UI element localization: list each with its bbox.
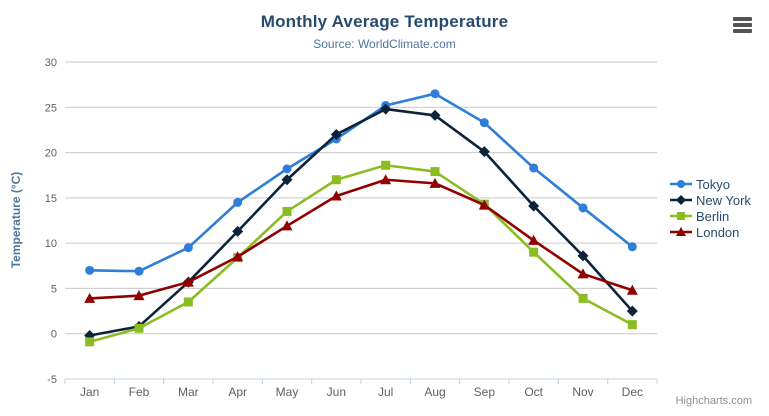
legend-item-berlin[interactable]: Berlin xyxy=(670,208,751,224)
legend-item-tokyo[interactable]: Tokyo xyxy=(670,176,751,192)
hamburger-icon xyxy=(733,17,752,33)
data-point-marker[interactable] xyxy=(233,197,243,207)
data-point-marker[interactable] xyxy=(380,103,392,115)
data-point-marker[interactable] xyxy=(85,337,95,347)
highcharts-credits[interactable]: Highcharts.com xyxy=(675,395,752,407)
data-point-marker[interactable] xyxy=(232,225,244,237)
data-point-marker[interactable] xyxy=(529,247,539,257)
data-point-marker[interactable] xyxy=(578,293,588,303)
data-point-marker[interactable] xyxy=(577,250,589,262)
data-point-marker[interactable] xyxy=(380,174,392,185)
data-point-marker[interactable] xyxy=(677,180,685,188)
data-point-marker[interactable] xyxy=(578,203,588,213)
data-point-marker[interactable] xyxy=(430,167,440,177)
data-point-marker[interactable] xyxy=(84,292,96,303)
data-point-marker[interactable] xyxy=(528,234,540,245)
data-point-marker[interactable] xyxy=(381,160,391,170)
data-point-marker[interactable] xyxy=(282,164,292,174)
data-point-marker[interactable] xyxy=(183,243,193,253)
legend-item-london[interactable]: London xyxy=(670,224,751,240)
data-point-marker[interactable] xyxy=(182,276,194,287)
data-point-marker[interactable] xyxy=(330,128,342,140)
data-point-marker[interactable] xyxy=(479,118,489,128)
x-tick-label: Dec xyxy=(622,385,643,399)
data-point-marker[interactable] xyxy=(134,323,144,333)
legend-label-london: London xyxy=(696,224,740,240)
x-tick-label: May xyxy=(276,385,299,399)
data-point-marker[interactable] xyxy=(676,227,686,236)
x-tick-label: Sep xyxy=(474,385,496,399)
data-point-marker[interactable] xyxy=(677,212,685,220)
series-line xyxy=(88,107,634,337)
legend-label-berlin: Berlin xyxy=(696,208,730,224)
data-point-marker[interactable] xyxy=(626,305,638,317)
x-tick-label: Aug xyxy=(424,385,445,399)
data-point-marker[interactable] xyxy=(281,220,293,231)
series-line xyxy=(88,163,634,344)
data-point-marker[interactable] xyxy=(626,284,638,295)
y-tick-label: 25 xyxy=(45,102,57,114)
legend-label-tokyo: Tokyo xyxy=(696,176,730,192)
data-point-marker[interactable] xyxy=(282,206,292,216)
data-point-marker[interactable] xyxy=(331,175,341,185)
x-tick-label: Mar xyxy=(178,385,199,399)
y-tick-label: 5 xyxy=(51,283,57,295)
y-tick-label: 30 xyxy=(45,57,57,69)
data-point-marker[interactable] xyxy=(330,190,342,201)
data-point-marker[interactable] xyxy=(429,109,441,121)
data-point-marker[interactable] xyxy=(133,290,145,301)
new-york-series-marker-icon xyxy=(670,195,692,205)
y-tick-label: 20 xyxy=(45,148,57,160)
x-tick-label: Nov xyxy=(572,385,593,399)
legend: Tokyo New York Berlin London xyxy=(670,176,751,240)
berlin-series-marker-icon xyxy=(670,212,692,220)
data-point-marker[interactable] xyxy=(85,265,95,275)
data-point-marker[interactable] xyxy=(183,297,193,307)
data-point-marker[interactable] xyxy=(232,251,244,262)
data-point-marker[interactable] xyxy=(281,174,293,186)
data-point-marker[interactable] xyxy=(430,89,440,99)
tokyo-series-marker-icon xyxy=(670,180,692,188)
legend-item-new-york[interactable]: New York xyxy=(670,192,751,208)
data-point-marker[interactable] xyxy=(478,199,490,210)
legend-label-new-york: New York xyxy=(696,192,751,208)
london-series-marker-icon xyxy=(670,227,692,236)
data-point-marker[interactable] xyxy=(529,163,539,173)
y-tick-label: 0 xyxy=(51,329,57,341)
x-tick-label: Jun xyxy=(327,385,346,399)
x-tick-label: Jul xyxy=(378,385,393,399)
data-point-marker[interactable] xyxy=(134,266,144,276)
chart-title: Monthly Average Temperature xyxy=(260,12,509,31)
y-axis-title: Temperature (°C) xyxy=(9,172,23,269)
x-tick-label: Jan xyxy=(80,385,99,399)
x-tick-label: Feb xyxy=(129,385,150,399)
export-menu-button[interactable] xyxy=(731,15,754,35)
x-tick-label: Oct xyxy=(524,385,543,399)
data-point-marker[interactable] xyxy=(627,242,637,252)
data-point-marker[interactable] xyxy=(577,268,589,279)
y-tick-label: 10 xyxy=(45,238,57,250)
data-point-marker[interactable] xyxy=(676,195,686,205)
y-tick-label: 15 xyxy=(45,193,57,205)
data-point-marker[interactable] xyxy=(627,320,637,330)
data-point-marker[interactable] xyxy=(478,146,490,158)
y-tick-label: -5 xyxy=(47,374,57,386)
data-point-marker[interactable] xyxy=(528,200,540,212)
chart-subtitle: Source: WorldClimate.com xyxy=(313,37,456,51)
x-tick-label: Apr xyxy=(228,385,247,399)
data-point-marker[interactable] xyxy=(429,177,441,188)
series-line xyxy=(88,178,634,300)
